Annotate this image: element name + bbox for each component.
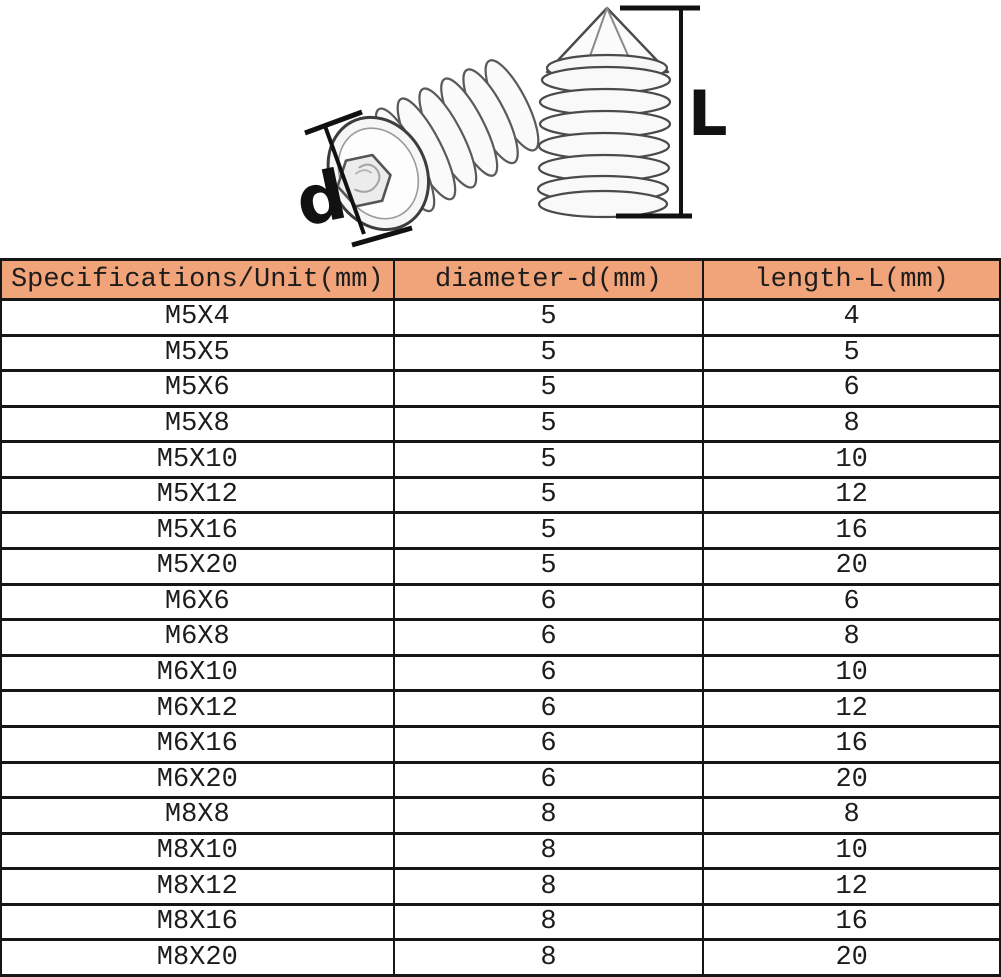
table-row: M5X10 5 10 [0, 440, 1001, 479]
diameter-cell: 5 [392, 369, 705, 408]
diameter-cell: 5 [392, 333, 705, 373]
table-row: M5X12 5 12 [0, 475, 1001, 515]
table-row: M6X10 6 10 [0, 653, 1001, 693]
table-row: M5X8 5 8 [0, 404, 1001, 444]
spec-cell: M5X16 [0, 511, 395, 551]
length-cell: 10 [702, 653, 1001, 693]
length-dimension [616, 5, 700, 219]
spec-cell: M6X8 [0, 618, 395, 657]
length-cell: 8 [702, 404, 1001, 444]
diameter-cell: 6 [392, 724, 705, 764]
diameter-cell: 5 [392, 547, 705, 586]
spec-table: Specifications/Unit(mm) diameter-d(mm) l… [0, 258, 1001, 977]
table-row: M8X8 8 8 [0, 796, 1001, 835]
diameter-cell: 6 [392, 760, 705, 800]
spec-cell: M5X5 [0, 333, 395, 373]
spec-table-header: Specifications/Unit(mm) diameter-d(mm) l… [0, 258, 1001, 301]
diameter-cell: 5 [392, 404, 705, 444]
diameter-cell: 8 [392, 796, 705, 835]
diameter-cell: 6 [392, 582, 705, 622]
set-screw-drawing-svg: L [289, 5, 728, 248]
set-screw-illustration: L [0, 0, 1001, 258]
length-cell: 16 [702, 511, 1001, 551]
length-cell: 16 [702, 724, 1001, 764]
length-cell: 8 [702, 796, 1001, 835]
diameter-dimension [304, 109, 413, 248]
diameter-cell: 5 [392, 475, 705, 515]
length-cell: 12 [702, 867, 1001, 906]
spec-cell: M6X20 [0, 760, 395, 800]
spec-cell: M6X6 [0, 582, 395, 622]
col-header-specifications: Specifications/Unit(mm) [0, 258, 395, 301]
spec-table-body: M5X4 5 4 M5X5 5 5 M5X6 5 6 M5X8 5 8 M5X1… [0, 298, 1001, 977]
length-cell: 4 [702, 298, 1001, 337]
spec-cell: M6X12 [0, 689, 395, 728]
spec-cell: M5X10 [0, 440, 395, 479]
diameter-cell: 5 [392, 511, 705, 551]
diameter-cell: 6 [392, 689, 705, 728]
table-row: M6X6 6 6 [0, 582, 1001, 622]
length-cell: 10 [702, 440, 1001, 479]
diameter-cell: 8 [392, 938, 705, 977]
spec-cell: M8X10 [0, 831, 395, 871]
length-cell: 16 [702, 902, 1001, 942]
table-row: M6X8 6 8 [0, 618, 1001, 657]
col-header-length: length-L(mm) [702, 258, 1001, 301]
spec-cell: M8X16 [0, 902, 395, 942]
diameter-cell: 5 [392, 440, 705, 479]
diameter-cell: 5 [392, 298, 705, 337]
spec-cell: M5X20 [0, 547, 395, 586]
diameter-cell: 6 [392, 618, 705, 657]
header-row: Specifications/Unit(mm) diameter-d(mm) l… [0, 258, 1001, 301]
length-cell: 8 [702, 618, 1001, 657]
length-cell: 5 [702, 333, 1001, 373]
length-cell: 20 [702, 938, 1001, 977]
length-cell: 12 [702, 689, 1001, 728]
table-row: M6X20 6 20 [0, 760, 1001, 800]
diameter-cell: 8 [392, 831, 705, 871]
spec-cell: M6X16 [0, 724, 395, 764]
spec-cell: M5X6 [0, 369, 395, 408]
table-row: M8X20 8 20 [0, 938, 1001, 977]
table-row: M5X20 5 20 [0, 547, 1001, 586]
table-row: M8X12 8 12 [0, 867, 1001, 906]
col-header-diameter: diameter-d(mm) [392, 258, 705, 301]
spec-cell: M5X12 [0, 475, 395, 515]
vertical-set-screw [536, 6, 672, 219]
length-cell: 20 [702, 547, 1001, 586]
diameter-cell: 8 [392, 902, 705, 942]
spec-cell: M8X8 [0, 796, 395, 835]
spec-cell: M8X20 [0, 938, 395, 977]
length-cell: 10 [702, 831, 1001, 871]
spec-cell: M8X12 [0, 867, 395, 906]
table-row: M5X16 5 16 [0, 511, 1001, 551]
length-cell: 12 [702, 475, 1001, 515]
length-dim-label: L [688, 77, 728, 150]
diameter-cell: 6 [392, 653, 705, 693]
spec-cell: M5X8 [0, 404, 395, 444]
spec-cell: M6X10 [0, 653, 395, 693]
table-row: M8X10 8 10 [0, 831, 1001, 871]
spec-cell: M5X4 [0, 298, 395, 337]
table-row: M6X12 6 12 [0, 689, 1001, 728]
table-row: M5X6 5 6 [0, 369, 1001, 408]
table-row: M5X5 5 5 [0, 333, 1001, 373]
diameter-cell: 8 [392, 867, 705, 906]
table-row: M6X16 6 16 [0, 724, 1001, 764]
length-cell: 20 [702, 760, 1001, 800]
length-cell: 6 [702, 369, 1001, 408]
length-cell: 6 [702, 582, 1001, 622]
table-row: M5X4 5 4 [0, 298, 1001, 337]
table-row: M8X16 8 16 [0, 902, 1001, 942]
